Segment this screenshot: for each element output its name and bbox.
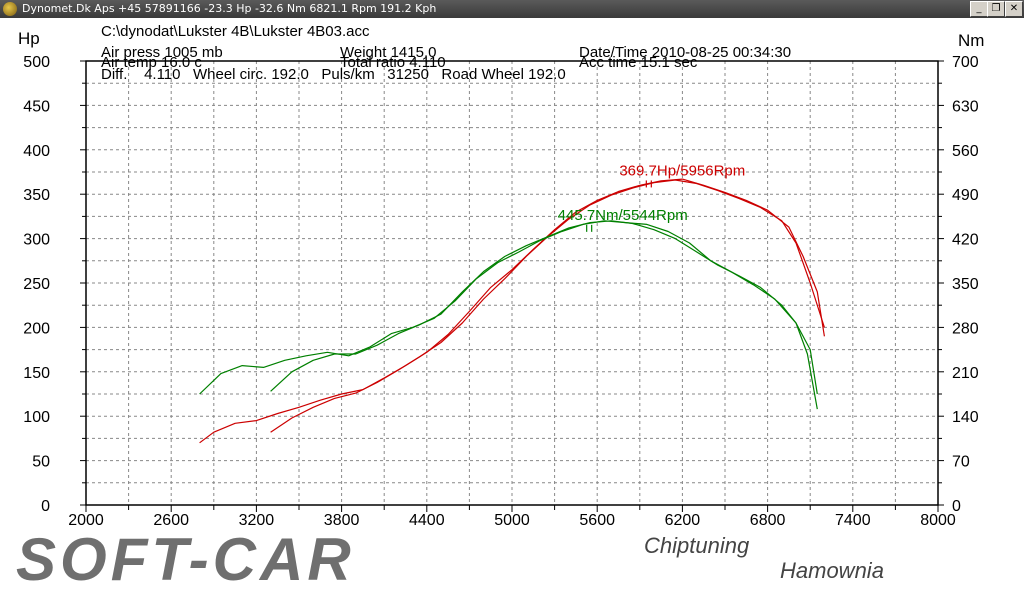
- chart-annotations: 369.7Hp/5956Rpm 445.7Nm/5544Rpm: [558, 162, 745, 232]
- y-left-tick-label: 250: [23, 276, 50, 293]
- y-right-tick-label: 700: [952, 54, 979, 71]
- y-right-tick-label: 560: [952, 143, 979, 160]
- x-tick-label: 2600: [153, 512, 189, 529]
- x-tick-label: 6800: [750, 512, 786, 529]
- y-left-tick-label: 0: [41, 498, 50, 515]
- restore-button[interactable]: ❐: [987, 1, 1005, 17]
- location: Hamownia: [780, 558, 884, 583]
- axis-ticks: 2000 2600 3200 3800 4400 5000 5600 6200 6800 7400…: [23, 54, 979, 529]
- x-tick-label: 4400: [409, 512, 445, 529]
- x-tick-label: 3800: [324, 512, 360, 529]
- close-button[interactable]: ✕: [1005, 1, 1023, 17]
- date-time: Date/Time 2010-08-25 00:34:30: [579, 44, 791, 61]
- total-ratio: Total ratio 4.110: [340, 54, 446, 71]
- y-right-tick-label: 420: [952, 232, 979, 249]
- file-path: C:\dynodat\Lukster 4B\Lukster 4B03.acc: [101, 23, 370, 40]
- air-press: Air press 1005 mb: [101, 44, 223, 61]
- y-right-tick-label: 70: [952, 454, 970, 471]
- app-icon: [3, 2, 17, 16]
- y-left-tick-label: 50: [32, 454, 50, 471]
- x-tick-label: 7400: [835, 512, 871, 529]
- series-line: [270, 179, 825, 433]
- y-right-tick-label: 210: [952, 365, 979, 382]
- y-right-tick-label: 140: [952, 409, 979, 426]
- y-right-tick-label: 630: [952, 98, 979, 115]
- softcar-logo: SOFT-CAR: [16, 526, 355, 593]
- peak-label: 445.7Nm/5544Rpm: [558, 207, 688, 224]
- y-left-tick-label: 100: [23, 409, 50, 426]
- y-left-tick-label: 350: [23, 187, 50, 204]
- chart-series: [199, 178, 825, 444]
- dyno-header: C:\dynodat\Lukster 4B\Lukster 4B03.acc A…: [101, 23, 791, 83]
- y-left-tick-label: 450: [23, 98, 50, 115]
- y-right-label: Nm: [958, 31, 984, 50]
- x-tick-label: 2000: [68, 512, 104, 529]
- minimize-button[interactable]: _: [970, 1, 988, 17]
- y-right-tick-label: 490: [952, 187, 979, 204]
- dyno-chart: C:\dynodat\Lukster 4B\Lukster 4B03.acc A…: [18, 23, 984, 529]
- y-left-label: Hp: [18, 29, 40, 48]
- y-right-tick-label: 350: [952, 276, 979, 293]
- diff-line: Diff. 4.110 Wheel circ. 192.0 Puls/km 31…: [101, 66, 566, 83]
- window-titlebar: Dynomet.Dk Aps +45 57891166 -23.3 Hp -32…: [0, 0, 1024, 18]
- acc-time: Acc time 15.1 sec: [579, 54, 698, 71]
- x-tick-label: 6200: [665, 512, 701, 529]
- y-right-tick-label: 0: [952, 498, 961, 515]
- y-left-tick-label: 200: [23, 320, 50, 337]
- tagline: Chiptuning: [644, 533, 750, 558]
- x-tick-label: 8000: [920, 512, 956, 529]
- peak-label: 369.7Hp/5956Rpm: [619, 162, 745, 179]
- y-left-tick-label: 500: [23, 54, 50, 71]
- y-left-tick-label: 150: [23, 365, 50, 382]
- weight: Weight 1415.0: [340, 44, 436, 61]
- x-tick-label: 5000: [494, 512, 530, 529]
- air-temp: Air temp 16.0 c: [101, 54, 202, 71]
- series-line: [270, 220, 818, 395]
- window-title: Dynomet.Dk Aps +45 57891166 -23.3 Hp -32…: [22, 2, 437, 15]
- y-right-tick-label: 280: [952, 320, 979, 337]
- x-tick-label: 3200: [239, 512, 275, 529]
- y-left-tick-label: 300: [23, 232, 50, 249]
- y-left-tick-label: 400: [23, 143, 50, 160]
- x-tick-label: 5600: [579, 512, 615, 529]
